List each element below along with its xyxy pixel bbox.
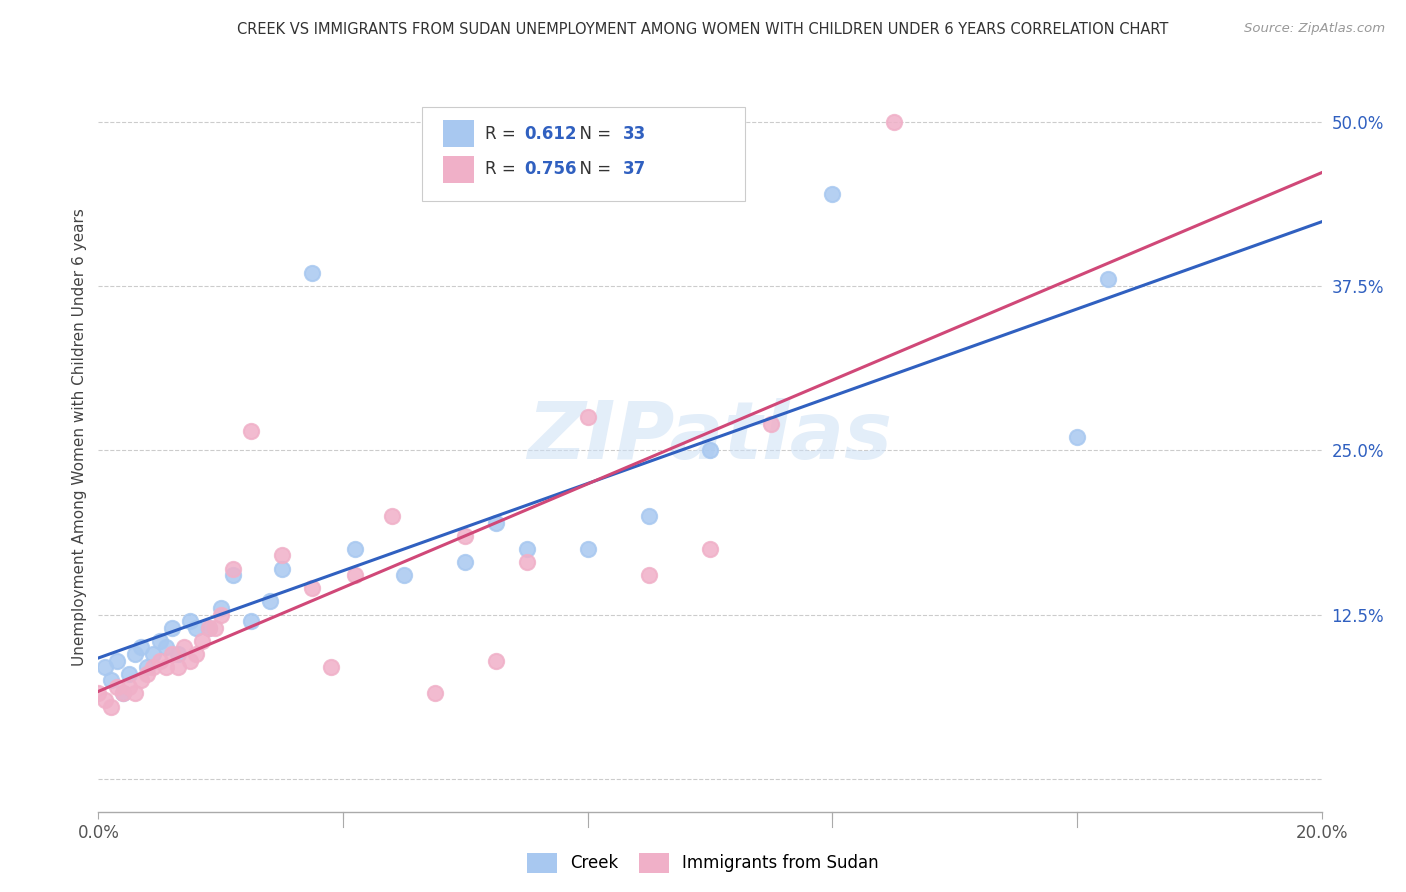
Point [821,186,844,201]
Point [142,647,165,661]
Text: R =: R = [485,125,522,143]
Point [454,529,477,543]
Point [105,680,128,694]
Point [209,607,232,622]
Point [319,660,342,674]
Point [197,621,219,635]
Point [111,686,134,700]
Point [344,568,367,582]
Point [240,424,263,438]
Point [87,686,110,700]
Text: Source: ZipAtlas.com: Source: ZipAtlas.com [1244,22,1385,36]
Point [118,680,141,694]
Point [270,549,292,563]
Point [179,614,201,628]
Point [222,561,245,575]
Point [270,561,292,575]
Point [136,666,159,681]
Point [485,654,508,668]
Point [240,614,263,628]
Text: 0.612: 0.612 [524,125,576,143]
Text: ZIPatlas: ZIPatlas [527,398,893,476]
Point [204,621,226,635]
Y-axis label: Unemployment Among Women with Children Under 6 years: Unemployment Among Women with Children U… [72,208,87,666]
Point [149,633,172,648]
Point [759,417,782,431]
Text: N =: N = [569,125,617,143]
Point [191,633,214,648]
Point [222,568,245,582]
Point [423,686,446,700]
Point [301,266,323,280]
Point [301,581,323,595]
Point [105,654,128,668]
Point [124,686,146,700]
Point [197,621,219,635]
Point [516,555,538,569]
Point [454,555,477,569]
Point [699,541,721,556]
Point [209,601,232,615]
Point [118,666,141,681]
Point [381,508,404,523]
Point [576,541,599,556]
Point [160,621,183,635]
Point [93,693,115,707]
Point [186,647,208,661]
Text: 33: 33 [623,125,647,143]
Point [124,647,146,661]
Point [173,640,195,655]
Point [392,568,416,582]
Point [142,660,165,674]
Text: 37: 37 [623,161,647,178]
Point [167,647,190,661]
Point [179,654,201,668]
Point [186,621,208,635]
Point [883,114,905,128]
Point [576,410,599,425]
Text: 0.756: 0.756 [524,161,576,178]
Point [485,516,508,530]
Point [129,640,152,655]
Text: CREEK VS IMMIGRANTS FROM SUDAN UNEMPLOYMENT AMONG WOMEN WITH CHILDREN UNDER 6 YE: CREEK VS IMMIGRANTS FROM SUDAN UNEMPLOYM… [238,22,1168,37]
Point [149,654,172,668]
Point [516,541,538,556]
Point [637,568,661,582]
Point [93,660,115,674]
Point [129,673,152,688]
Point [167,660,190,674]
Point [100,699,122,714]
Point [699,443,721,458]
Point [155,660,177,674]
Point [1097,272,1119,286]
Point [100,673,122,688]
Point [259,594,281,608]
Point [1066,430,1088,444]
Point [344,541,367,556]
Point [160,647,183,661]
Point [155,640,177,655]
Point [136,660,159,674]
Text: R =: R = [485,161,522,178]
Legend: Creek, Immigrants from Sudan: Creek, Immigrants from Sudan [520,847,886,880]
Point [637,508,661,523]
Point [111,686,134,700]
Text: N =: N = [569,161,617,178]
